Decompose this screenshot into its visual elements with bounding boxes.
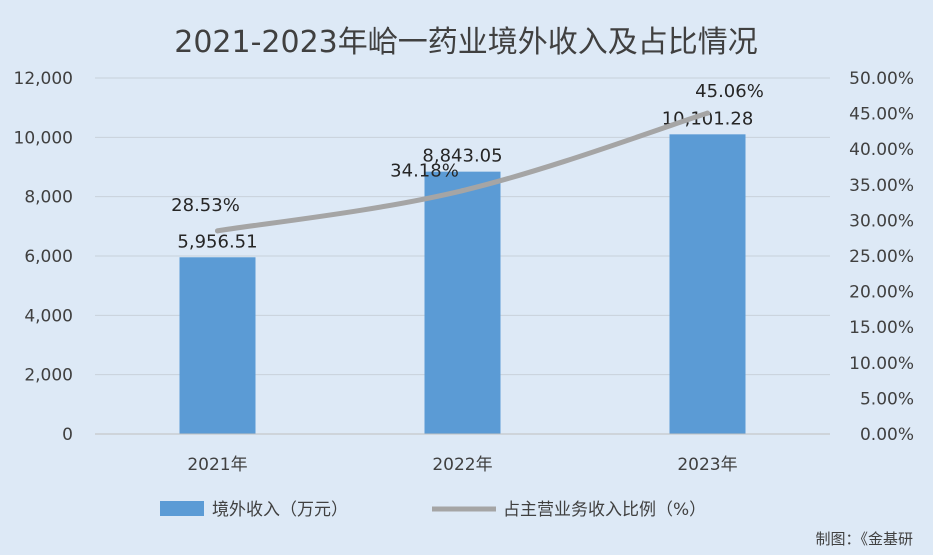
- line-data-label: 28.53%: [171, 195, 240, 216]
- bar: [179, 257, 256, 434]
- line-point: [215, 228, 220, 234]
- x-axis: 2021年 2022年 2023年: [95, 433, 830, 475]
- chart-credit: 制图：《金基研: [815, 530, 913, 548]
- y-right-tick-label: 15.00%: [849, 318, 914, 338]
- y-right-tick-label: 45.00%: [849, 105, 914, 125]
- line-point: [705, 110, 710, 116]
- line-data-label: 45.06%: [695, 81, 764, 102]
- chart-title: 2021-2023年峆一药业境外收入及占比情况: [174, 25, 758, 60]
- y-axis-right: 0.00% 5.00% 10.00% 15.00% 20.00% 25.00% 30.00%…: [849, 69, 914, 445]
- bar-data-label: 5,956.51: [177, 231, 257, 252]
- y-left-tick-label: 4,000: [24, 306, 73, 326]
- y-left-tick-label: 0: [62, 425, 73, 445]
- y-axis-left: 0 2,000 4,000 6,000 8,000 10,000 12,000: [14, 69, 73, 445]
- y-right-tick-label: 40.00%: [849, 140, 914, 160]
- bar-series: 5,956.51 8,843.05 10,101.28: [177, 108, 754, 435]
- legend: 境外收入（万元） 占主营业务收入比例（%）: [160, 500, 706, 520]
- legend-line-label: 占主营业务收入比例（%）: [503, 500, 706, 520]
- y-right-tick-label: 20.00%: [849, 283, 914, 303]
- line-series: 28.53% 34.18% 45.06%: [171, 81, 764, 234]
- bar: [424, 171, 501, 434]
- y-right-tick-label: 0.00%: [860, 425, 914, 445]
- x-tick-label: 2021年: [187, 455, 247, 475]
- y-right-tick-label: 50.00%: [849, 69, 914, 89]
- y-right-tick-label: 5.00%: [860, 389, 914, 409]
- bar-data-label: 10,101.28: [662, 108, 754, 129]
- x-tick-label: 2023年: [677, 455, 737, 475]
- bar: [669, 134, 746, 435]
- legend-bar-label: 境外收入（万元）: [212, 500, 348, 520]
- bar-data-label: 8,843.05: [422, 146, 502, 167]
- y-left-tick-label: 2,000: [24, 366, 73, 386]
- legend-bar-swatch: [160, 501, 204, 516]
- y-right-tick-label: 30.00%: [849, 211, 914, 231]
- y-right-tick-label: 10.00%: [849, 354, 914, 374]
- y-right-tick-label: 35.00%: [849, 176, 914, 196]
- y-left-tick-label: 8,000: [24, 188, 73, 208]
- y-left-tick-label: 6,000: [24, 247, 73, 267]
- x-tick-label: 2022年: [432, 455, 492, 475]
- y-right-tick-label: 25.00%: [849, 247, 914, 267]
- line-data-label: 34.18%: [390, 161, 459, 182]
- line-point: [460, 188, 465, 194]
- y-left-tick-label: 10,000: [14, 128, 73, 148]
- y-left-tick-label: 12,000: [14, 69, 73, 89]
